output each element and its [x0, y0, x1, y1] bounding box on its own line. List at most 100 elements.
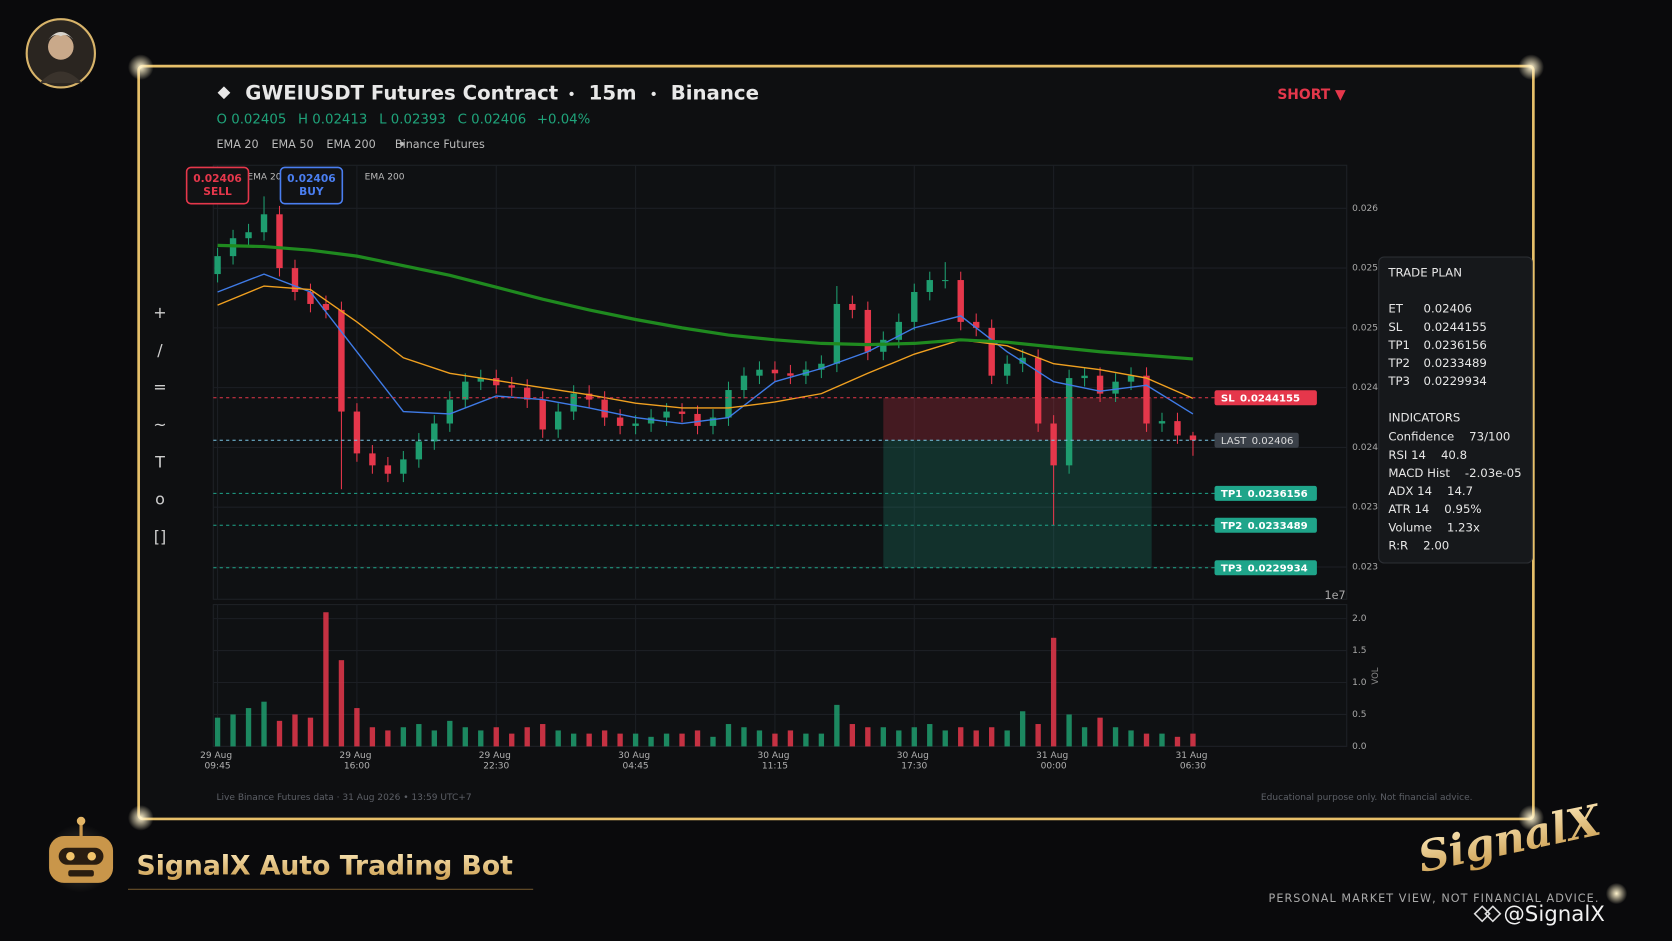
candle-body — [585, 393, 593, 400]
candle-body — [663, 411, 670, 418]
x-tick-label: 29 Aug 22:30 — [479, 750, 514, 771]
candle-body — [260, 214, 268, 233]
ohlc-label: H — [298, 112, 308, 127]
x-tick-label: 31 Aug 06:30 — [1175, 750, 1210, 771]
level-name: SL — [1221, 393, 1235, 404]
volume-bar — [989, 727, 995, 747]
title-icon — [217, 86, 231, 100]
candle-body — [895, 321, 902, 340]
vol-tick-label: 0.0 — [1352, 742, 1367, 752]
level-name: LAST — [1221, 436, 1247, 447]
volume-bar — [710, 736, 716, 747]
risk-zone — [883, 397, 1152, 441]
tool-icon[interactable]: o — [155, 490, 165, 509]
x-tick-label: 30 Aug 17:30 — [897, 750, 932, 771]
sell-price: 0.02406 — [193, 172, 242, 185]
volume-bar — [1050, 637, 1057, 747]
candle-body — [709, 417, 717, 426]
volume-bar — [818, 733, 825, 747]
volume-bar — [478, 730, 484, 747]
ohlc-value: 0.02393 — [391, 112, 446, 127]
candle-body — [338, 309, 345, 412]
tool-icon[interactable]: [] — [154, 527, 166, 546]
level-label: TP1 0.0236156 — [1221, 489, 1308, 500]
ema-line — [217, 243, 1194, 361]
volume-bar — [756, 730, 763, 747]
volume-bar — [261, 701, 267, 747]
tool-icon[interactable]: ~ — [153, 415, 166, 434]
candle-body — [1034, 357, 1042, 424]
volume-bar — [958, 727, 964, 747]
volume-bar — [323, 612, 329, 747]
candle-body — [1096, 375, 1104, 394]
volume-bar — [586, 733, 592, 747]
volume-bar — [632, 733, 639, 747]
plan-label: SL — [1388, 320, 1402, 334]
volume-bar — [663, 733, 670, 747]
candle-body — [771, 369, 779, 374]
candle-body — [477, 378, 484, 382]
vol-tick-label: 1.5 — [1352, 646, 1366, 656]
volume-bar — [741, 727, 747, 747]
buy-box[interactable] — [279, 166, 344, 205]
volume-bar — [601, 730, 608, 747]
y-tick-label: 0.025 — [1352, 264, 1378, 274]
level-badge — [1214, 517, 1317, 533]
indicator-value: 14.7 — [1447, 484, 1473, 498]
level-badge — [1214, 432, 1299, 448]
sell-box[interactable] — [185, 166, 250, 205]
candle-body — [942, 280, 949, 282]
volume-bar — [292, 714, 298, 747]
volume-bar — [369, 727, 376, 747]
plan-label: ET — [1388, 302, 1403, 316]
vol-tick-label: 0.5 — [1352, 710, 1366, 720]
candle-body — [524, 387, 531, 400]
chart-legend-entry: EMA 200 — [365, 173, 405, 183]
candle-body — [353, 411, 361, 454]
volume-bar — [555, 730, 561, 747]
level-badge — [1214, 560, 1317, 576]
legend-separator — [400, 142, 404, 146]
offset-label: 1e7 — [1325, 589, 1346, 602]
legend-entry: EMA 200 — [326, 138, 375, 151]
candle-body — [911, 292, 918, 322]
ohlc-value: 0.02413 — [312, 112, 367, 127]
volume-bar — [570, 733, 577, 747]
chart-legend-entry: EMA 20 — [247, 173, 281, 183]
volume-bar — [214, 717, 221, 747]
level-value: 0.0236156 — [1248, 489, 1308, 500]
plan-value: 0.0233489 — [1424, 356, 1487, 370]
volume-bar — [462, 727, 468, 747]
tool-icon[interactable]: / — [157, 340, 163, 359]
exchange: Binance — [671, 81, 759, 104]
volume-bar — [509, 733, 515, 747]
candle-body — [678, 411, 686, 414]
legend-source: Binance Futures — [395, 138, 485, 151]
plan-label: TP3 — [1387, 374, 1410, 388]
tool-icon[interactable]: T — [154, 452, 165, 471]
candle-body — [1019, 357, 1026, 364]
candle-body — [570, 393, 577, 412]
indicator-value: 1.23x — [1447, 520, 1480, 534]
volume-bar — [524, 727, 530, 747]
volume-bar — [694, 730, 701, 747]
legend-entry: EMA 20 — [216, 138, 258, 151]
candle-body — [554, 411, 562, 430]
volume-bar — [1035, 724, 1041, 747]
volume-bar — [1174, 736, 1181, 747]
volume-bar — [880, 727, 886, 747]
indicator-label: Volume — [1388, 520, 1432, 534]
candle-body — [988, 327, 995, 376]
plan-value: 0.02406 — [1424, 302, 1472, 316]
indicator-value: 40.8 — [1441, 448, 1467, 462]
bot-icon — [45, 816, 115, 893]
volume-bar — [1097, 717, 1103, 747]
volume-bar — [648, 736, 654, 747]
plan-value: 0.0236156 — [1424, 338, 1487, 352]
ohlc-line: O 0.02405 H 0.02413 L 0.02393 C 0.02406 +0.04% — [216, 112, 590, 127]
tool-icon[interactable]: + — [153, 303, 166, 322]
candle-body — [849, 303, 856, 310]
tool-icon[interactable]: = — [153, 378, 166, 397]
side-badge[interactable]: SHORT ▼ — [1277, 87, 1346, 103]
